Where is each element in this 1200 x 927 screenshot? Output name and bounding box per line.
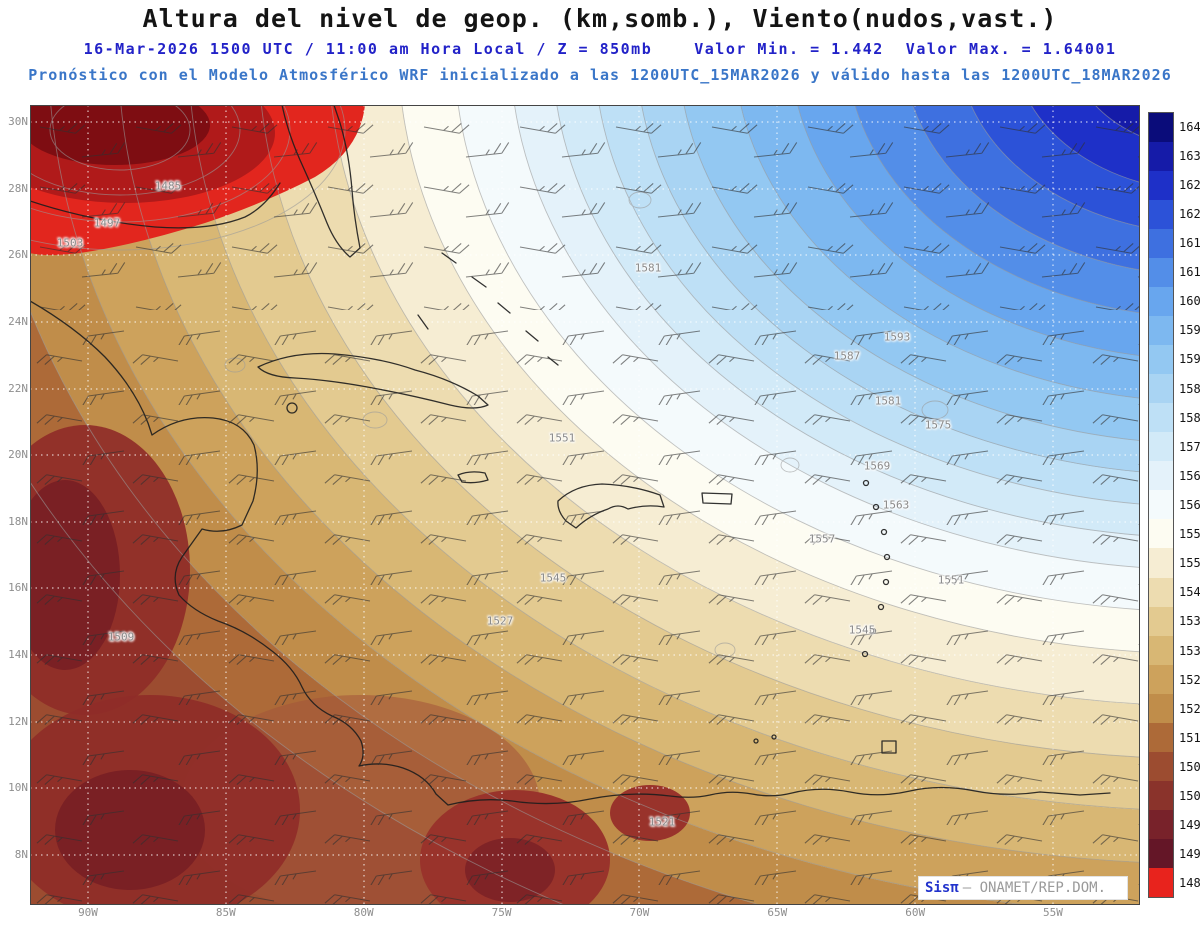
lon-tick-label: 70W (629, 906, 650, 919)
subtitle-line: 16-Mar-2026 1500 UTC / 11:00 am Hora Loc… (0, 40, 1200, 58)
colorbar-segment (1149, 171, 1173, 201)
lat-tick-label: 26N (8, 248, 28, 262)
lon-tick-label: 80W (353, 906, 374, 919)
colorbar-label: 1623 (1179, 206, 1200, 221)
colorbar-segment (1149, 693, 1173, 723)
colorbar-label: 1587 (1179, 381, 1200, 396)
colorbar-label: 1575 (1179, 439, 1200, 454)
colorbar-label: 1593 (1179, 352, 1200, 367)
credit-box: Sisπ – ONAMET/REP.DOM. (918, 876, 1128, 900)
colorbar-segment (1149, 519, 1173, 549)
valor-max-text: Valor Max. = 1.64001 (905, 40, 1117, 58)
colorbar-segment (1149, 258, 1173, 288)
lon-tick-label: 65W (767, 906, 788, 919)
colorbar-segment (1149, 432, 1173, 462)
colorbar-segment (1149, 606, 1173, 636)
valor-min-text: Valor Min. = 1.442 (694, 40, 884, 58)
valid-datetime-text: 16-Mar-2026 1500 UTC / 11:00 am Hora Loc… (83, 40, 653, 58)
colorbar-label: 1533 (1179, 643, 1200, 658)
colorbar-label: 1569 (1179, 468, 1200, 483)
colorbar-segment (1149, 229, 1173, 259)
page-title: Altura del nivel de geop. (km,somb.), Vi… (142, 4, 1058, 33)
lat-tick-label: 30N (8, 115, 28, 128)
lat-tick-label: 16N (8, 581, 28, 595)
colorbar-label: 1485 (1179, 876, 1200, 891)
lat-tick-label: 24N (8, 314, 28, 328)
lon-tick-label: 90W (78, 906, 98, 919)
lon-tick-label: 85W (215, 906, 236, 919)
lat-tick-label: 8N (14, 847, 28, 861)
lat-tick-label: 14N (8, 648, 28, 662)
colorbar-label: 1635 (1179, 148, 1200, 163)
colorbar-label: 1563 (1179, 498, 1200, 512)
colorbar-label: 1527 (1179, 672, 1200, 687)
colorbar-segment (1149, 809, 1173, 839)
colorbar-segment (1149, 780, 1173, 810)
colorbar (1148, 112, 1174, 898)
colorbar-label: 1605 (1179, 294, 1200, 309)
colorbar-label: 1497 (1179, 818, 1200, 833)
sispi-logo: Sisπ (925, 880, 959, 896)
colorbar-label: 1539 (1179, 614, 1200, 629)
colorbar-label: 1521 (1179, 701, 1200, 716)
colorbar-label: 1509 (1179, 760, 1200, 774)
colorbar-segment (1149, 374, 1173, 404)
colorbar-segment (1149, 200, 1173, 230)
lat-tick-label: 22N (8, 381, 28, 395)
colorbar-label: 1557 (1179, 527, 1200, 542)
colorbar-segment (1149, 722, 1173, 752)
colorbar-segment (1149, 113, 1173, 143)
colorbar-segment (1149, 345, 1173, 375)
map-frame (30, 105, 1140, 905)
colorbar-segment (1149, 548, 1173, 578)
colorbar-label: 1599 (1179, 323, 1200, 338)
lon-tick-label: 55W (1043, 906, 1063, 919)
lon-tick-label: 75W (491, 906, 512, 919)
credit-text: – ONAMET/REP.DOM. (962, 880, 1107, 896)
forecast-line: Pronóstico con el Modelo Atmosférico WRF… (28, 66, 1172, 84)
colorbar-label: 1581 (1179, 410, 1200, 425)
colorbar-segment (1149, 867, 1173, 897)
colorbar-segment (1149, 461, 1173, 491)
colorbar-label: 1503 (1179, 789, 1200, 804)
colorbar-label: 1545 (1179, 585, 1200, 600)
colorbar-label: 1629 (1179, 177, 1200, 192)
lat-tick-label: 20N (8, 448, 28, 462)
colorbar-segment (1149, 287, 1173, 317)
colorbar-segment (1149, 403, 1173, 433)
lat-tick-label: 10N (8, 781, 28, 795)
lat-tick-label: 28N (8, 181, 28, 195)
colorbar-label: 1617 (1179, 236, 1200, 250)
colorbar-segment (1149, 838, 1173, 868)
lat-tick-label: 18N (8, 514, 28, 528)
colorbar-label: 1551 (1179, 556, 1200, 571)
colorbar-segment (1149, 316, 1173, 346)
colorbar-segment (1149, 490, 1173, 520)
colorbar-label: 1515 (1179, 730, 1200, 745)
lat-tick-label: 12N (8, 714, 28, 728)
colorbar-segment (1149, 142, 1173, 172)
map-svg (30, 105, 1140, 905)
colorbar-segment (1149, 577, 1173, 607)
wind-barbs-layer (30, 105, 1140, 905)
colorbar-segment (1149, 751, 1173, 781)
colorbar-segment (1149, 635, 1173, 665)
lon-tick-label: 60W (905, 906, 926, 919)
colorbar-segment (1149, 664, 1173, 694)
